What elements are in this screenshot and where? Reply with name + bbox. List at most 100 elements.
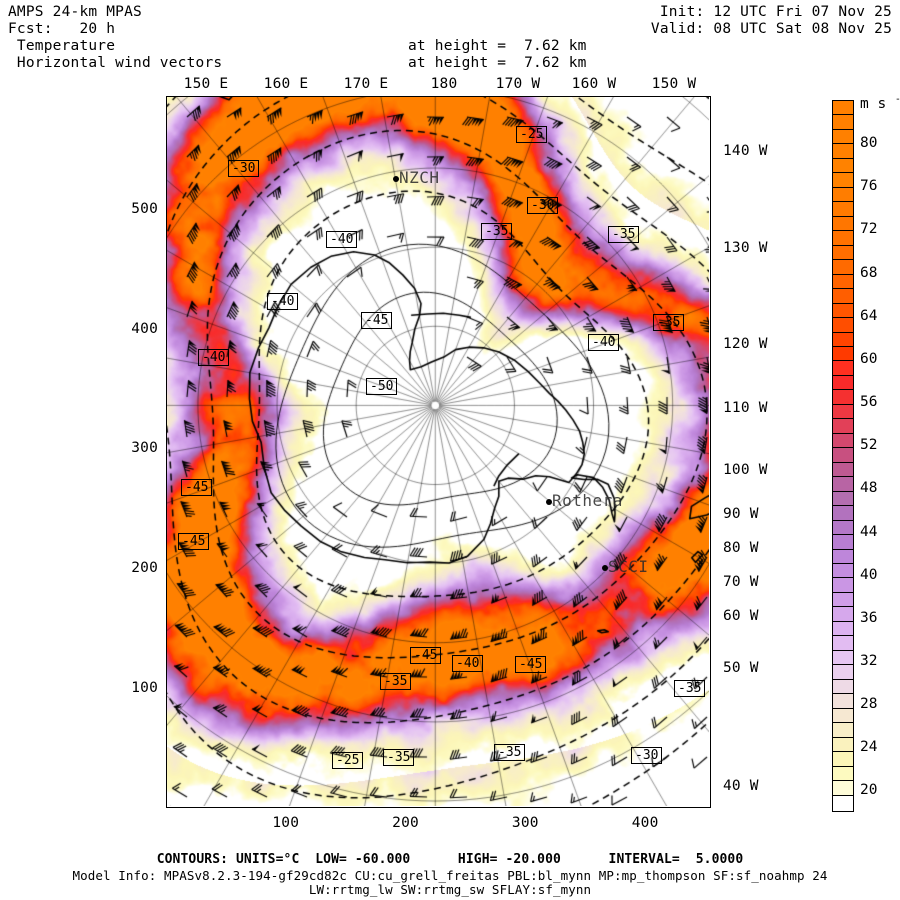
colorbar-segment xyxy=(833,144,853,159)
colorbar-segment xyxy=(833,202,853,217)
contour-value-label: -30 xyxy=(631,747,663,764)
colorbar-segment xyxy=(833,650,853,666)
colorbar-segment xyxy=(833,419,853,434)
colorbar-segment xyxy=(833,346,853,362)
colorbar-segment xyxy=(833,289,853,304)
colorbar-segment xyxy=(833,766,853,782)
contour-value-label: -45 xyxy=(410,647,442,664)
station-label: SCCI xyxy=(608,557,649,576)
colorbar-unit-label: m s -1 xyxy=(860,94,900,112)
contour-value-label: -30 xyxy=(527,197,559,214)
station-marker xyxy=(602,565,608,571)
chart-title: AMPS 24-km MPAS xyxy=(8,4,142,20)
colorbar-tick-label: 56 xyxy=(860,394,878,411)
right-longitude-label: 60 W xyxy=(723,608,759,624)
right-longitude-label: 80 W xyxy=(723,540,759,556)
top-longitude-label: 170 E xyxy=(343,76,389,92)
colorbar xyxy=(832,100,854,812)
contour-value-label: -35 xyxy=(383,749,415,766)
right-longitude-label: 50 W xyxy=(723,660,759,676)
colorbar-segment xyxy=(833,708,853,724)
colorbar-segment xyxy=(833,549,853,564)
field-wind-vectors: Horizontal wind vectors xyxy=(8,55,223,71)
colorbar-tick-label: 40 xyxy=(860,566,878,583)
forecast-hour: Fcst: 20 h xyxy=(8,21,116,37)
contour-value-label: -45 xyxy=(181,479,213,496)
colorbar-tick-label: 36 xyxy=(860,609,878,626)
contour-value-label: -40 xyxy=(452,655,484,672)
colorbar-segment xyxy=(833,535,853,550)
height-wind: at height = 7.62 km xyxy=(408,55,587,71)
right-longitude-label: 100 W xyxy=(723,462,768,478)
colorbar-segment xyxy=(833,404,853,420)
colorbar-segment xyxy=(833,274,853,290)
field-temperature: Temperature xyxy=(8,38,116,54)
station-label: Rothera xyxy=(552,491,623,510)
contour-value-label: -35 xyxy=(674,680,706,697)
contour-value-label: -40 xyxy=(326,231,358,248)
station-marker xyxy=(546,499,552,505)
colorbar-tick-label: 44 xyxy=(860,523,878,540)
colorbar-segment xyxy=(833,115,853,130)
y-axis-tick-label: 100 xyxy=(131,680,158,697)
colorbar-segment xyxy=(833,101,853,116)
y-axis-tick-label: 200 xyxy=(131,560,158,577)
right-longitude-label: 110 W xyxy=(723,400,768,416)
colorbar-segment xyxy=(833,694,853,709)
colorbar-segment xyxy=(833,361,853,376)
colorbar-segment xyxy=(833,433,853,449)
height-temperature: at height = 7.62 km xyxy=(408,38,587,54)
top-longitude-label: 160 W xyxy=(571,76,617,92)
colorbar-tick-label: 32 xyxy=(860,652,878,669)
model-info: Model Info: MPASv8.2.3-194-gf29cd82c CU:… xyxy=(72,868,828,883)
colorbar-segment xyxy=(833,636,853,651)
top-longitude-label: 150 E xyxy=(183,76,229,92)
contour-value-label: -35 xyxy=(494,744,526,761)
x-axis-tick-label: 300 xyxy=(511,815,539,831)
colorbar-segment xyxy=(833,462,853,478)
colorbar-segment xyxy=(833,158,853,174)
contour-value-label: -45 xyxy=(361,312,393,329)
colorbar-tick-label: 24 xyxy=(860,739,878,756)
right-longitude-label: 140 W xyxy=(723,143,768,159)
colorbar-segment xyxy=(833,216,853,232)
colorbar-segment xyxy=(833,332,853,347)
contour-value-label: -25 xyxy=(516,126,548,143)
station-label: NZCH xyxy=(399,168,440,187)
contour-value-label: -40 xyxy=(588,334,620,351)
colorbar-segment xyxy=(833,375,853,391)
x-axis-tick-label: 200 xyxy=(392,815,419,831)
colorbar-segment xyxy=(833,129,853,145)
contour-value-label: -25 xyxy=(332,752,364,769)
contour-value-label: -40 xyxy=(267,293,299,310)
contour-value-label: -35 xyxy=(653,314,685,331)
contour-value-label: -30 xyxy=(228,160,260,177)
colorbar-segment xyxy=(833,723,853,738)
colorbar-segment xyxy=(833,578,853,593)
colorbar-segment xyxy=(833,260,853,275)
colorbar-tick-label: 76 xyxy=(860,178,878,195)
init-time: Init: 12 UTC Fri 07 Nov 25 xyxy=(659,4,892,20)
contour-value-label: -35 xyxy=(481,223,513,240)
contour-value-label: -40 xyxy=(198,349,230,366)
top-longitude-label: 150 W xyxy=(651,76,697,92)
y-axis-tick-label: 400 xyxy=(131,320,158,337)
colorbar-segment xyxy=(833,737,853,753)
colorbar-segment xyxy=(833,679,853,695)
colorbar-tick-label: 20 xyxy=(860,782,878,799)
contour-value-label: -45 xyxy=(178,533,210,550)
contour-info: CONTOURS: UNITS=°C LOW= -60.000 HIGH= -2… xyxy=(156,852,744,867)
colorbar-segment xyxy=(833,477,853,492)
right-longitude-label: 40 W xyxy=(723,778,759,794)
top-longitude-label: 170 W xyxy=(495,76,541,92)
map-field-canvas xyxy=(167,97,709,806)
x-axis-tick-label: 100 xyxy=(272,815,300,831)
right-longitude-label: 90 W xyxy=(723,506,759,522)
right-longitude-label: 120 W xyxy=(723,336,768,352)
x-axis-tick-label: 400 xyxy=(631,815,659,831)
y-axis-tick-label: 300 xyxy=(131,440,158,457)
colorbar-segment xyxy=(833,795,853,810)
contour-value-label: -35 xyxy=(380,673,412,690)
right-longitude-label: 130 W xyxy=(723,240,768,256)
